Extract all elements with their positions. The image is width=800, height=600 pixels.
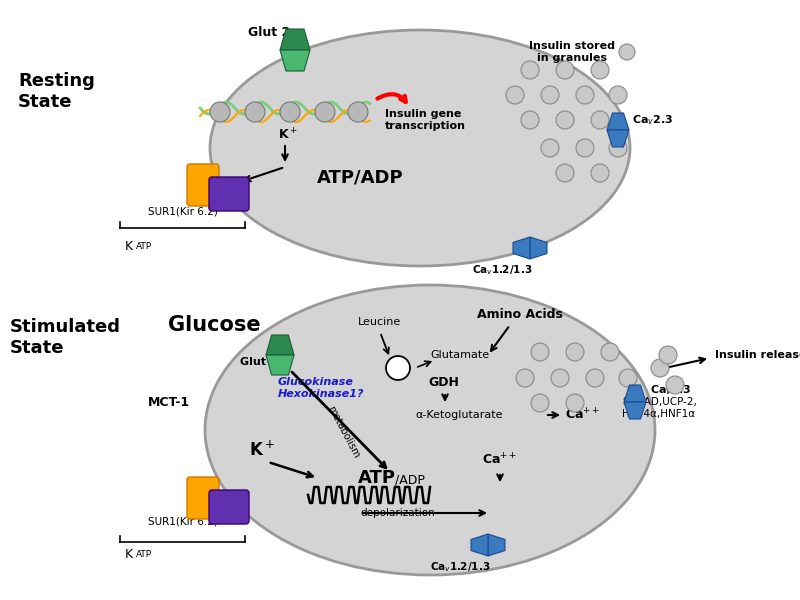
Polygon shape (266, 355, 294, 375)
Text: depolarization: depolarization (360, 508, 434, 518)
Text: Glutamate: Glutamate (430, 350, 489, 360)
Circle shape (506, 86, 524, 104)
Circle shape (315, 102, 335, 122)
Text: Ca$_v$2.3: Ca$_v$2.3 (650, 383, 691, 397)
Circle shape (386, 356, 410, 380)
Polygon shape (607, 130, 629, 147)
FancyBboxPatch shape (187, 164, 219, 206)
Circle shape (556, 164, 574, 182)
Circle shape (609, 139, 627, 157)
Text: Amino Acids: Amino Acids (477, 308, 563, 322)
Circle shape (609, 86, 627, 104)
Circle shape (666, 376, 684, 394)
Circle shape (591, 164, 609, 182)
Text: ATP/ADP: ATP/ADP (317, 169, 403, 187)
Text: Ca$^{++}$: Ca$^{++}$ (482, 452, 518, 467)
Text: Glut 2: Glut 2 (248, 25, 290, 38)
Polygon shape (607, 113, 629, 130)
Text: K$^+$: K$^+$ (249, 440, 275, 460)
Circle shape (619, 369, 637, 387)
FancyBboxPatch shape (209, 177, 249, 211)
Text: SUR1(Kir 6.2): SUR1(Kir 6.2) (148, 517, 218, 527)
Text: Leucine: Leucine (358, 317, 402, 327)
Text: Insulin release: Insulin release (715, 350, 800, 360)
Ellipse shape (210, 30, 630, 266)
Circle shape (591, 111, 609, 129)
Polygon shape (513, 237, 530, 259)
Ellipse shape (205, 285, 655, 575)
Circle shape (245, 102, 265, 122)
Circle shape (541, 139, 559, 157)
Circle shape (348, 102, 368, 122)
Circle shape (521, 61, 539, 79)
FancyBboxPatch shape (187, 477, 219, 519)
Polygon shape (280, 50, 310, 71)
Circle shape (566, 394, 584, 412)
Circle shape (651, 359, 669, 377)
Text: SUR1(Kir 6.2): SUR1(Kir 6.2) (148, 207, 218, 217)
Text: Insulin gene
transcription: Insulin gene transcription (385, 109, 466, 131)
Text: K: K (125, 548, 133, 561)
Text: K$^+$: K$^+$ (278, 127, 298, 143)
FancyBboxPatch shape (209, 490, 249, 524)
Circle shape (516, 369, 534, 387)
Circle shape (551, 369, 569, 387)
Text: Ca$^{++}$: Ca$^{++}$ (565, 407, 600, 422)
Text: SCHAD,UCP-2,
HNF4α,HNF1α: SCHAD,UCP-2, HNF4α,HNF1α (622, 397, 697, 419)
Circle shape (280, 102, 300, 122)
Circle shape (210, 102, 230, 122)
Text: Glucose: Glucose (168, 315, 261, 335)
Text: ATP: ATP (136, 550, 152, 559)
Text: MCT-1: MCT-1 (148, 395, 190, 409)
Polygon shape (624, 385, 646, 402)
Text: K: K (125, 240, 133, 253)
Polygon shape (530, 237, 547, 259)
Polygon shape (280, 29, 310, 50)
Polygon shape (266, 335, 294, 355)
Text: GDH: GDH (428, 377, 459, 389)
Text: ATP: ATP (358, 469, 396, 487)
Circle shape (556, 111, 574, 129)
Circle shape (576, 86, 594, 104)
Polygon shape (624, 402, 646, 419)
Text: metabolism: metabolism (325, 404, 361, 460)
Text: /ADP: /ADP (395, 473, 425, 487)
Text: Stimulated
State: Stimulated State (10, 318, 121, 357)
Text: Ca$_v$1.2/1.3: Ca$_v$1.2/1.3 (430, 560, 490, 574)
Text: ATP: ATP (136, 242, 152, 251)
Circle shape (576, 139, 594, 157)
Text: Glucokinase
Hexokinase1?: Glucokinase Hexokinase1? (278, 377, 365, 399)
Circle shape (659, 346, 677, 364)
Circle shape (531, 394, 549, 412)
Circle shape (619, 44, 635, 60)
Circle shape (556, 61, 574, 79)
Circle shape (591, 61, 609, 79)
Circle shape (541, 86, 559, 104)
Text: Glut 2: Glut 2 (240, 357, 278, 367)
Polygon shape (471, 534, 488, 556)
Polygon shape (488, 534, 505, 556)
Text: Ca$_v$1.2/1.3: Ca$_v$1.2/1.3 (472, 263, 532, 277)
Text: α-Ketoglutarate: α-Ketoglutarate (415, 410, 502, 420)
Text: Ca$_v$2.3: Ca$_v$2.3 (632, 113, 674, 127)
Text: Resting
State: Resting State (18, 72, 95, 111)
Circle shape (586, 369, 604, 387)
Text: Insulin stored
in granules: Insulin stored in granules (529, 41, 615, 63)
Circle shape (521, 111, 539, 129)
Circle shape (601, 343, 619, 361)
Circle shape (531, 343, 549, 361)
Text: +: + (392, 361, 404, 375)
Circle shape (566, 343, 584, 361)
